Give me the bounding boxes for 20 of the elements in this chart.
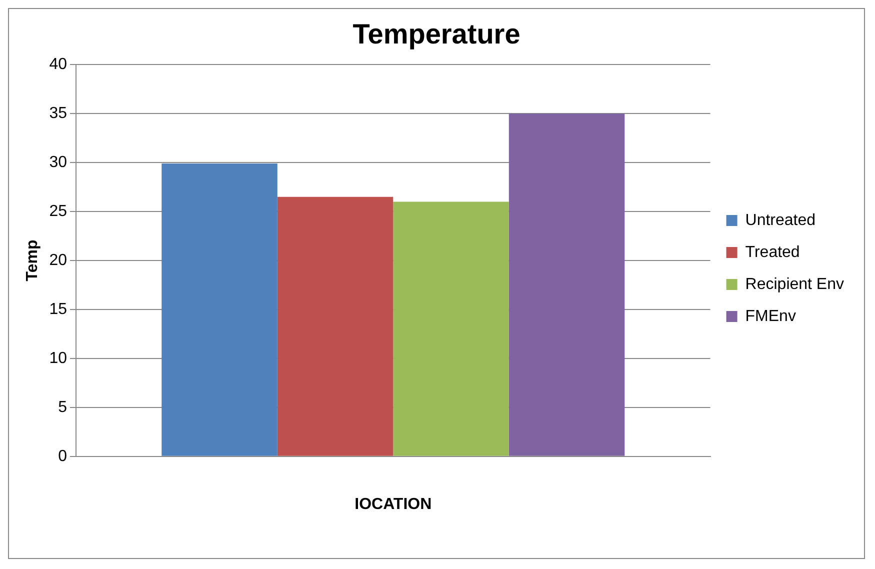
bar xyxy=(277,196,394,456)
chart-title: Temperature xyxy=(352,18,520,50)
y-tick-label: 20 xyxy=(49,252,68,269)
y-tick-label: 0 xyxy=(58,448,68,465)
y-tick-label: 15 xyxy=(49,300,68,318)
legend-label: Treated xyxy=(745,244,800,261)
bar xyxy=(162,164,278,456)
legend-label: Recipient Env xyxy=(745,276,844,293)
y-tick-label: 40 xyxy=(49,56,68,74)
y-tick-label: 10 xyxy=(49,350,68,367)
legend-label: Untreated xyxy=(745,212,816,229)
y-tick-label: 30 xyxy=(49,154,68,171)
bar xyxy=(393,202,509,456)
y-tick-label: 5 xyxy=(58,398,68,416)
legend-label: FMEnv xyxy=(745,308,796,325)
y-tick-label: 35 xyxy=(49,104,68,122)
y-tick-label: 25 xyxy=(49,202,68,220)
bar xyxy=(508,114,625,456)
x-axis-title: IOCATION xyxy=(354,496,432,513)
y-axis-title: Temp xyxy=(24,240,42,282)
